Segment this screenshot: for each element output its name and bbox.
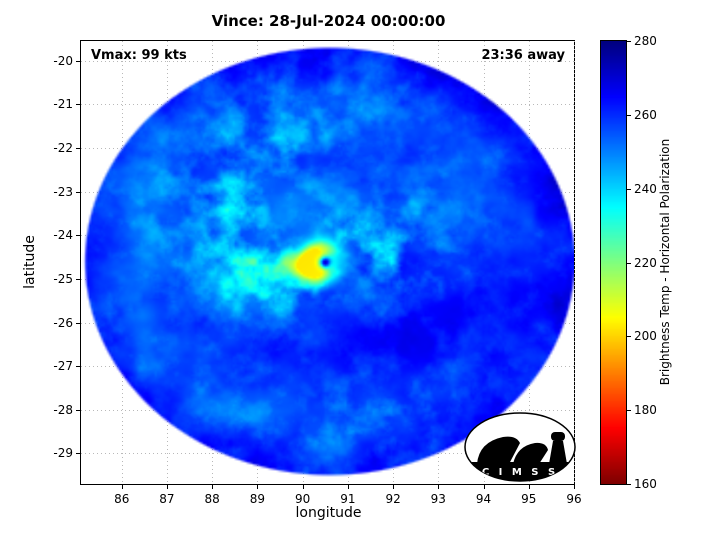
colorbar — [600, 40, 627, 485]
colorbar-tick-label: 160 — [634, 477, 657, 491]
x-tick-mark — [438, 485, 440, 489]
y-tick-mark — [76, 104, 80, 106]
x-tick-label: 88 — [204, 492, 220, 506]
cimss-logo: C I M S S — [464, 412, 576, 482]
colorbar-tick-mark — [627, 262, 631, 264]
y-axis-label: latitude — [22, 235, 38, 289]
colorbar-tick-label: 260 — [634, 107, 657, 122]
y-tick-mark — [76, 366, 80, 368]
colorbar-tick-mark — [627, 336, 631, 338]
figure-title: Vince: 28-Jul-2024 00:00:00 — [211, 12, 446, 30]
colorbar-tick-label: 280 — [634, 34, 657, 48]
satellite-dish-icon — [513, 442, 548, 464]
colorbar-tick-label: 240 — [634, 181, 657, 196]
colorbar-tick-mark — [627, 484, 631, 485]
y-tick-label: -23 — [53, 184, 73, 199]
time-away-annotation: 23:36 away — [481, 48, 565, 63]
colorbar-tick-label: 200 — [634, 329, 657, 344]
x-tick-mark — [257, 485, 259, 489]
colorbar-tick-mark — [627, 114, 631, 116]
x-tick-label: 89 — [249, 492, 266, 506]
colorbar-tick-mark — [627, 41, 631, 42]
y-tick-label: -26 — [53, 315, 73, 330]
x-tick-label: 93 — [430, 492, 446, 506]
y-tick-label: -21 — [53, 97, 73, 112]
plot-area: Vmax: 99 kts 23:36 away C I M S S 86 87 88… — [53, 40, 582, 506]
cimss-logo-text: C I M S S — [482, 467, 558, 478]
x-tick-label: 91 — [340, 492, 356, 506]
swath-canvas — [81, 41, 574, 484]
y-tick-mark — [76, 191, 80, 193]
x-axis-label: longitude — [295, 505, 362, 521]
colorbar-tick-mark — [627, 410, 631, 412]
x-tick-mark — [574, 485, 575, 489]
vmax-annotation: Vmax: 99 kts — [91, 48, 187, 63]
x-tick-label: 94 — [475, 492, 492, 506]
y-tick-mark — [76, 235, 80, 237]
x-tick-label: 95 — [521, 492, 537, 506]
x-tick-label: 92 — [385, 492, 401, 506]
grid-line-vertical — [574, 41, 575, 484]
colorbar-tick-label: 220 — [634, 255, 657, 270]
y-tick-label: -24 — [53, 228, 73, 243]
y-tick-label: -25 — [53, 271, 73, 286]
colorbar-tick-mark — [627, 188, 631, 190]
x-tick-mark — [121, 485, 123, 489]
x-tick-mark — [528, 485, 530, 489]
satellite-dish-icon — [477, 436, 520, 464]
y-tick-mark — [76, 322, 80, 324]
colorbar-tick-label: 180 — [634, 403, 657, 418]
x-tick-label: 87 — [159, 492, 175, 506]
x-tick-mark — [347, 485, 349, 489]
y-tick-label: -20 — [53, 53, 73, 68]
y-tick-mark — [76, 147, 80, 149]
x-tick-label: 90 — [294, 492, 311, 506]
y-tick-label: -27 — [53, 359, 73, 374]
y-tick-label: -28 — [53, 402, 73, 417]
x-tick-mark — [393, 485, 395, 489]
x-tick-mark — [483, 485, 485, 489]
y-tick-label: -22 — [53, 140, 73, 155]
colorbar-canvas — [601, 41, 626, 484]
x-tick-label: 86 — [114, 492, 130, 506]
water-tower-icon — [551, 432, 565, 441]
y-tick-label: -29 — [53, 446, 73, 461]
y-tick-mark — [76, 278, 80, 280]
x-tick-mark — [166, 485, 168, 489]
y-tick-mark — [76, 453, 80, 455]
y-tick-mark — [76, 409, 80, 411]
colorbar-label: Brightness Temp - Horizontal Polarizatio… — [658, 138, 672, 386]
x-tick-mark — [302, 485, 304, 489]
x-tick-mark — [212, 485, 214, 489]
logo-banner — [465, 462, 575, 481]
x-tick-label: 96 — [566, 492, 582, 506]
y-tick-mark — [76, 60, 80, 62]
water-tower-icon — [549, 441, 567, 464]
